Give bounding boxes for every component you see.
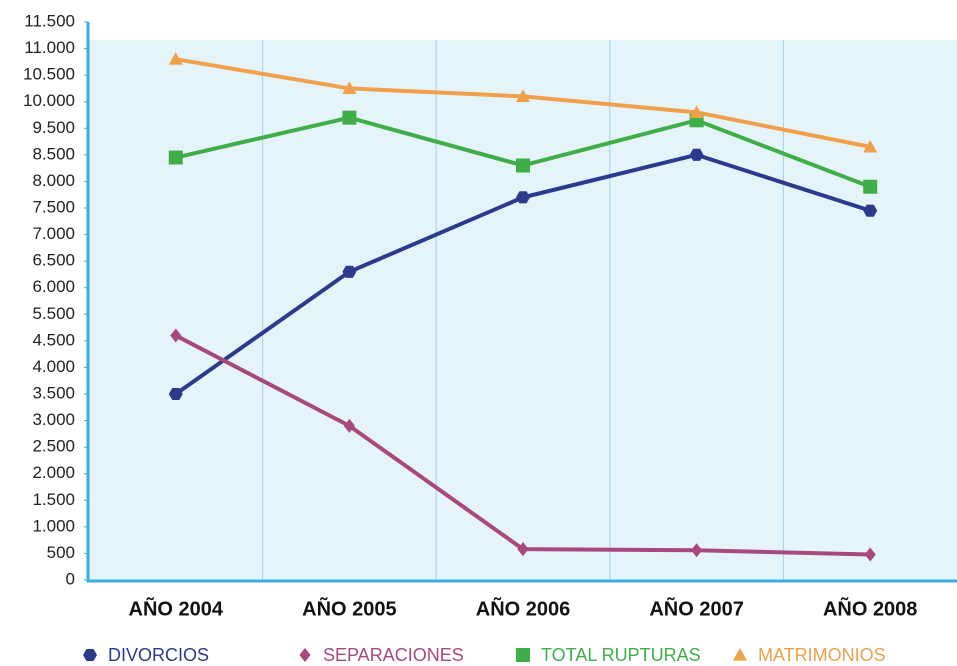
legend-label: SEPARACIONES bbox=[323, 645, 464, 665]
y-tick-label: 1.000 bbox=[32, 516, 75, 535]
marker bbox=[168, 150, 183, 165]
y-tick-label: 10.000 bbox=[23, 91, 75, 110]
y-tick-label: 10.500 bbox=[23, 65, 75, 84]
marker bbox=[83, 648, 97, 662]
y-tick-label: 4.000 bbox=[32, 357, 75, 376]
y-tick-label: 9.500 bbox=[32, 118, 75, 137]
y-tick-label: 8.500 bbox=[32, 144, 75, 163]
y-tick-label: 500 bbox=[47, 543, 75, 562]
marker bbox=[343, 418, 355, 433]
y-tick-label: 3.000 bbox=[32, 410, 75, 429]
x-tick-label: AÑO 2006 bbox=[476, 597, 571, 620]
marker bbox=[689, 105, 704, 118]
marker bbox=[342, 265, 357, 278]
marker bbox=[516, 158, 530, 173]
marker bbox=[516, 648, 530, 662]
marker bbox=[691, 543, 703, 558]
x-tick-label: AÑO 2007 bbox=[649, 597, 744, 620]
y-tick-label: 0 bbox=[66, 569, 75, 588]
marker bbox=[517, 542, 529, 557]
y-tick-label: 8.000 bbox=[32, 171, 75, 190]
y-tick-label: 7.000 bbox=[32, 224, 75, 243]
x-tick-label: AÑO 2004 bbox=[129, 597, 224, 620]
x-tick-label: AÑO 2005 bbox=[302, 597, 397, 620]
marker bbox=[299, 648, 311, 662]
marker bbox=[689, 148, 704, 161]
marker bbox=[516, 89, 530, 102]
y-tick-label: 2.000 bbox=[32, 463, 75, 482]
marker bbox=[863, 179, 878, 194]
marker bbox=[863, 204, 878, 217]
marker bbox=[516, 191, 530, 204]
marker bbox=[864, 547, 876, 562]
marker bbox=[342, 81, 357, 95]
marker bbox=[863, 139, 878, 153]
y-tick-label: 6.500 bbox=[32, 251, 75, 270]
legend-label: MATRIMONIOS bbox=[758, 645, 886, 665]
y-tick-label: 11.500 bbox=[24, 11, 75, 30]
y-tick-label: 1.500 bbox=[32, 490, 75, 509]
series bbox=[170, 328, 876, 562]
legend-label: DIVORCIOS bbox=[108, 645, 209, 665]
series bbox=[168, 52, 878, 153]
y-tick-label: 3.500 bbox=[32, 383, 75, 402]
y-tick-label: 5.500 bbox=[32, 304, 75, 323]
y-tick-label: 11.000 bbox=[24, 38, 75, 57]
marker bbox=[168, 387, 183, 401]
marker bbox=[342, 110, 357, 125]
y-tick-label: 4.500 bbox=[32, 330, 75, 349]
marker bbox=[733, 648, 747, 661]
series bbox=[168, 148, 878, 401]
marker bbox=[168, 52, 183, 65]
y-tick-label: 2.500 bbox=[32, 437, 75, 456]
y-tick-label: 7.500 bbox=[32, 197, 75, 216]
x-tick-label: AÑO 2008 bbox=[823, 597, 918, 620]
marker bbox=[170, 328, 182, 343]
plot-background bbox=[89, 40, 957, 580]
legend-label: TOTAL RUPTURAS bbox=[541, 645, 701, 665]
y-tick-label: 6.000 bbox=[32, 277, 75, 296]
